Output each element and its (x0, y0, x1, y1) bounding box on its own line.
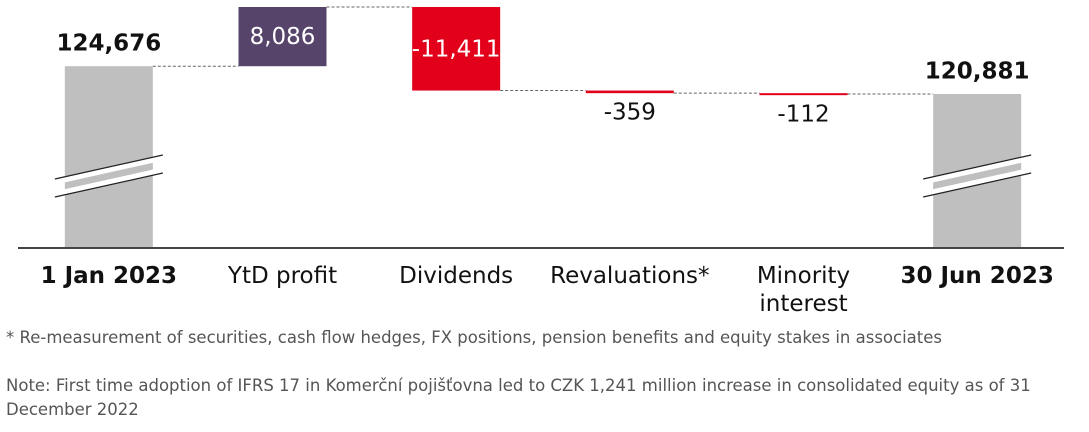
axis-break-edge (923, 154, 1032, 180)
bar (412, 7, 501, 91)
x-tick-label: Minority interest (756, 263, 851, 317)
value-label: 124,676 (56, 31, 161, 57)
footnote: * Re-measurement of securities, cash flo… (6, 328, 942, 347)
value-label: -359 (604, 100, 656, 126)
axis-break-edge (923, 172, 1032, 198)
bar (64, 66, 153, 248)
value-label: 120,881 (925, 58, 1030, 84)
bar (585, 90, 674, 94)
x-tick-label: YtD profit (227, 263, 338, 289)
value-label: -11,411 (412, 36, 501, 62)
value-label: 8,086 (250, 24, 316, 50)
axis-break-edge (54, 172, 163, 198)
bar (238, 7, 327, 67)
axis-break (922, 155, 1032, 185)
axis-break-edge (54, 154, 163, 180)
x-tick-label: Revaluations* (550, 263, 710, 289)
axis-break (54, 167, 164, 197)
chart: 124,676 8,086 -11,411 -359 -112 120,881 (18, 6, 1064, 249)
footnote: Note: First time adoption of IFRS 17 in … (6, 376, 1031, 419)
value-label: -112 (777, 102, 829, 128)
x-tick-label: Dividends (399, 263, 514, 289)
bar (759, 93, 848, 96)
x-tick-label: 1 Jan 2023 (40, 263, 178, 289)
axis-break (54, 155, 164, 185)
axis-break (922, 167, 1032, 197)
x-tick-label: 30 Jun 2023 (900, 263, 1054, 289)
